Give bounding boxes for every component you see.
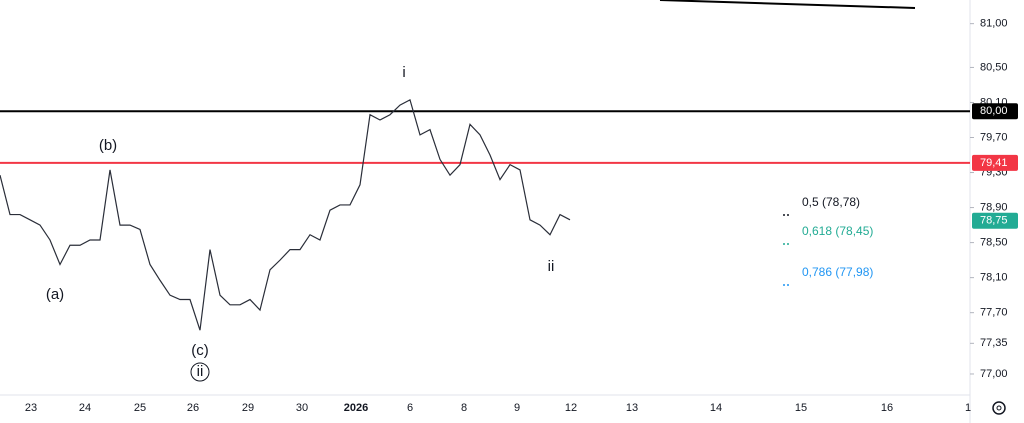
x-tick-label: 30 (296, 402, 308, 414)
x-tick-label: 6 (407, 402, 413, 414)
x-tick-label: 16 (881, 402, 893, 414)
x-tick-label: 12 (565, 402, 577, 414)
fib-label: 0,618 (78,45) (802, 224, 873, 238)
price-level-box (972, 154, 1018, 171)
fib-dot (783, 214, 785, 216)
price-line (0, 98, 571, 331)
fib-dot (787, 243, 789, 245)
settings-icon[interactable] (992, 401, 1006, 415)
wave-label: (c) (191, 342, 209, 359)
fib-label: 0,786 (77,98) (802, 265, 873, 279)
price-level-label: 79,41 (980, 157, 1008, 169)
fib-dot (783, 284, 785, 286)
wave-label: (a) (46, 286, 64, 303)
y-tick-label: 78,50 (980, 237, 1008, 249)
fib-dot (787, 214, 789, 216)
x-tick-label: 15 (795, 402, 807, 414)
last-price-box (972, 212, 1018, 229)
fib-label: 0,5 (78,78) (802, 195, 860, 209)
settings-dot (996, 405, 1002, 411)
last-price-label: 78,75 (980, 215, 1008, 227)
x-tick-label: 8 (461, 402, 467, 414)
price-level-label: 80,00 (980, 105, 1008, 117)
wave-label: ii (197, 363, 204, 380)
price-level-box (972, 103, 1018, 120)
x-tick-label: 29 (242, 402, 254, 414)
y-tick-label: 78,10 (980, 272, 1008, 284)
y-tick-label: 77,70 (980, 307, 1008, 319)
y-tick-label: 80,50 (980, 61, 1008, 73)
settings-ring (992, 401, 1006, 415)
x-tick-label: 2026 (344, 402, 368, 414)
y-tick-label: 78,90 (980, 201, 1008, 213)
x-tick-label: 24 (79, 402, 91, 414)
fib-dot (787, 284, 789, 286)
y-tick-label: 77,35 (980, 337, 1008, 349)
y-tick-label: 79,70 (980, 131, 1008, 143)
trend-line (659, 0, 916, 9)
wave-label: ii (548, 258, 555, 275)
x-tick-label: 14 (710, 402, 722, 414)
y-tick-label: 77,00 (980, 368, 1008, 380)
x-tick-label: 23 (25, 402, 37, 414)
x-tick-label: 25 (134, 402, 146, 414)
x-tick-label: 1 (965, 402, 971, 414)
x-tick-label: 13 (626, 402, 638, 414)
wave-label: (b) (99, 137, 117, 154)
fib-dot (783, 243, 785, 245)
y-tick-label: 81,00 (980, 18, 1008, 30)
wave-label: i (402, 64, 405, 81)
x-tick-label: 26 (187, 402, 199, 414)
x-tick-label: 9 (514, 402, 520, 414)
wave-circle (190, 362, 210, 382)
